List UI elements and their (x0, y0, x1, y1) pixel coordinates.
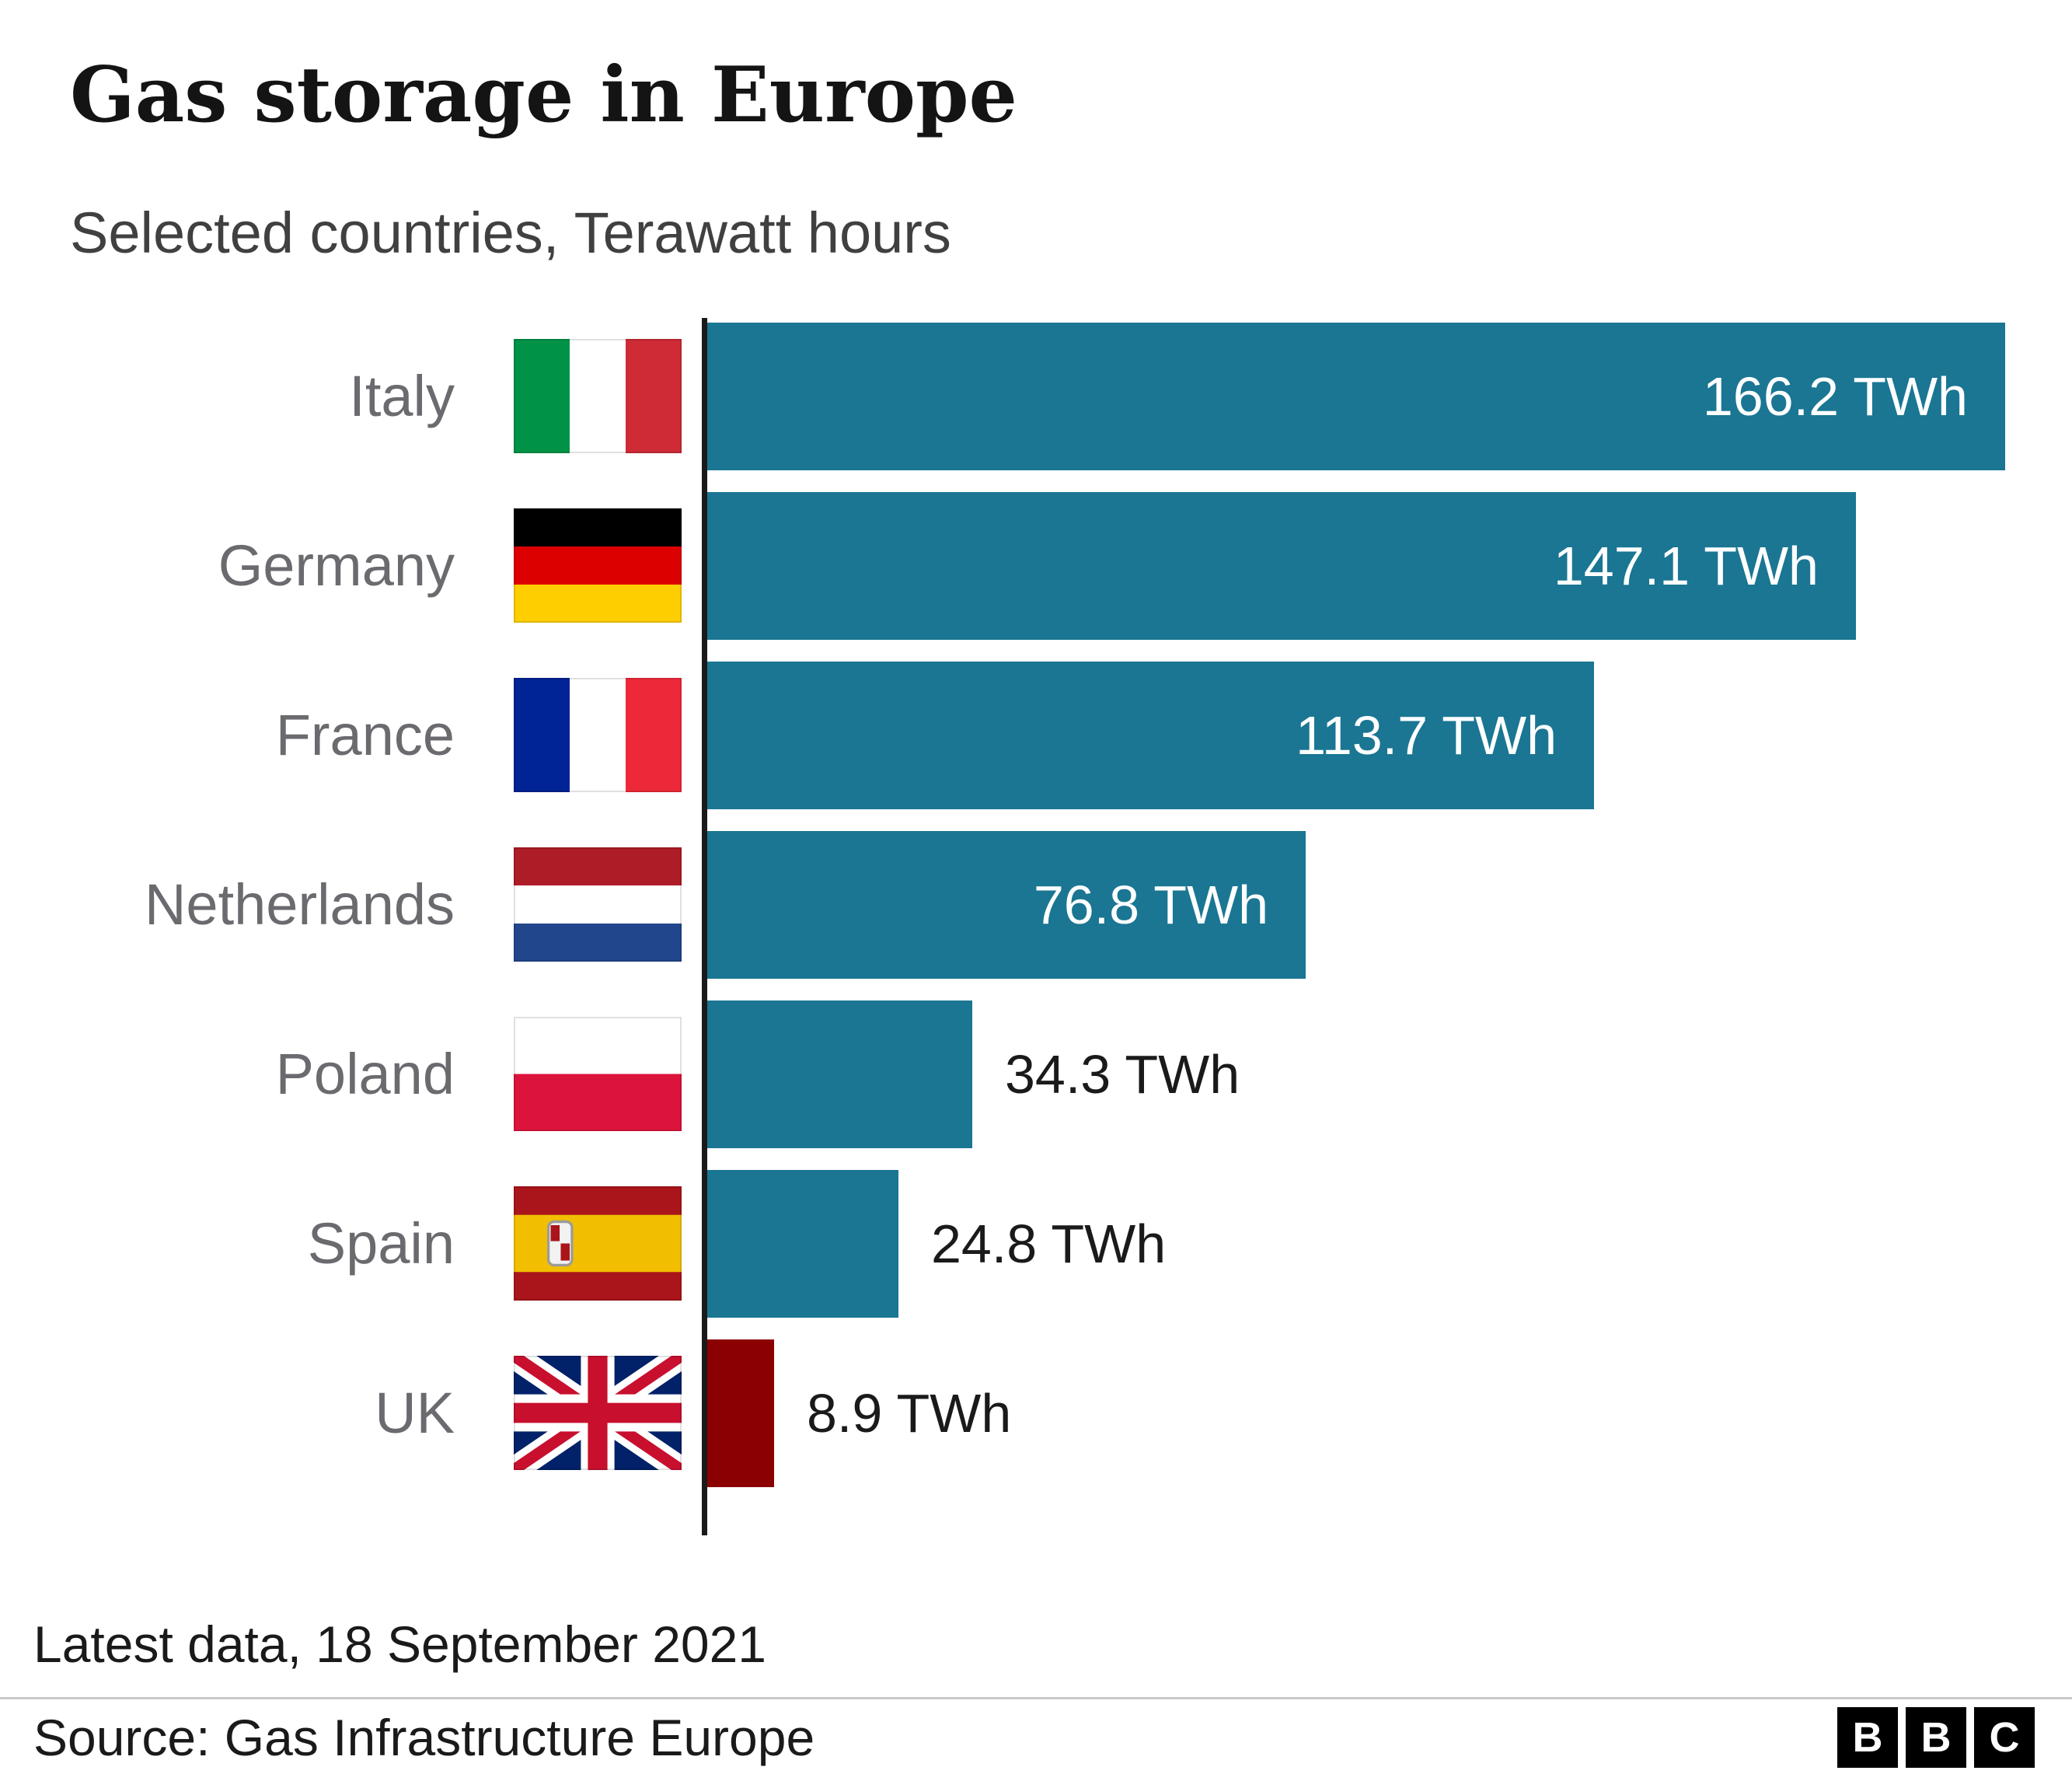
bar-spain (704, 1169, 898, 1318)
bar-italy (704, 322, 2005, 470)
value-label: 34.3 TWh (1005, 1043, 1240, 1105)
chart-subtitle: Selected countries, Terawatt hours (70, 200, 951, 265)
value-label: 24.8 TWh (931, 1213, 1167, 1274)
bar-poland (704, 1000, 972, 1148)
divider-line (0, 1696, 2072, 1699)
value-label: 166.2 TWh (1702, 365, 1968, 427)
chart-rows: Italy 166.2 TWh Germany 147.1 TWh France 113.… (70, 312, 2005, 1498)
chart-row-italy: Italy 166.2 TWh (70, 312, 2005, 481)
axis-line (702, 317, 707, 1535)
country-label: Poland (275, 1042, 455, 1107)
flag-spain-icon (514, 1186, 682, 1301)
chart-row-netherlands: Netherlands 76.8 TWh (70, 820, 2005, 990)
bar-chart: Italy 166.2 TWh Germany 147.1 TWh France 113.… (70, 312, 2005, 1535)
value-label: 147.1 TWh (1553, 535, 1819, 596)
bar-area: 113.7 TWh (704, 651, 2005, 820)
value-label: 76.8 TWh (1033, 874, 1268, 935)
bbc-logo-block: C (1974, 1706, 2035, 1768)
bar-uk (704, 1339, 774, 1487)
bar-area: 147.1 TWh (704, 481, 2005, 651)
chart-row-uk: UK 8.9 TWh (70, 1329, 2005, 1498)
source-note: Source: Gas Infrastructure Europe (33, 1708, 815, 1766)
bar-area: 24.8 TWh (704, 1159, 2005, 1329)
bar-area: 34.3 TWh (704, 990, 2005, 1159)
bar-area: 166.2 TWh (704, 312, 2005, 481)
chart-row-france: France 113.7 TWh (70, 651, 2005, 820)
infographic: Gas storage in Europe Selected countries… (70, 51, 2005, 1535)
value-label: 113.7 TWh (1296, 704, 1557, 766)
latest-data-note: Latest data, 18 September 2021 (33, 1615, 767, 1673)
flag-poland-icon (514, 1017, 682, 1132)
chart-footer: Latest data, 18 September 2021 Source: G… (0, 1615, 2072, 1768)
chart-row-germany: Germany 147.1 TWh (70, 481, 2005, 651)
flag-italy-icon (514, 339, 682, 454)
country-label: UK (375, 1381, 455, 1446)
bar-germany (704, 491, 1856, 640)
country-label: France (275, 703, 455, 768)
flag-germany-icon (514, 508, 682, 623)
bar-netherlands (704, 830, 1306, 979)
bbc-logo-block: B (1837, 1706, 1898, 1768)
flag-netherlands-icon (514, 847, 682, 962)
country-label: Italy (349, 364, 455, 429)
country-label: Germany (218, 533, 455, 599)
country-label: Spain (307, 1211, 455, 1276)
value-label: 8.9 TWh (807, 1382, 1012, 1444)
bar-area: 76.8 TWh (704, 820, 2005, 990)
bar-area: 8.9 TWh (704, 1329, 2005, 1498)
chart-title: Gas storage in Europe (70, 51, 1017, 140)
country-label: Netherlands (144, 872, 455, 938)
chart-row-poland: Poland 34.3 TWh (70, 990, 2005, 1159)
flag-uk-icon (514, 1356, 682, 1471)
bbc-logo-block: B (1906, 1706, 1966, 1768)
bar-france (704, 661, 1594, 809)
flag-france-icon (514, 678, 682, 793)
chart-row-spain: Spain 24.8 TWh (70, 1159, 2005, 1329)
